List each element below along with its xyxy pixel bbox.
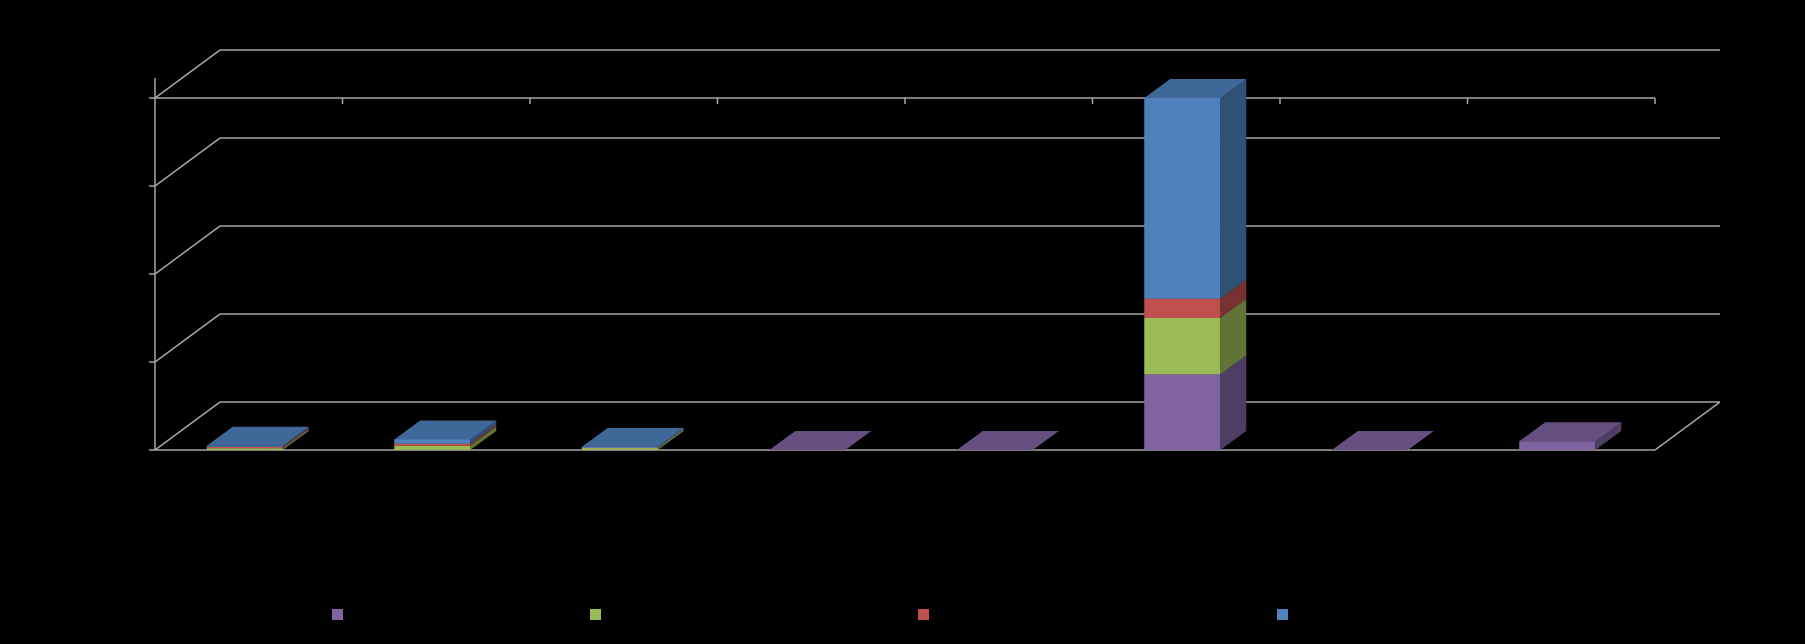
gridline-depth (154, 137, 221, 187)
gridline-depth (154, 49, 221, 99)
bar-stack (206, 426, 309, 450)
bar-segment-side (1220, 299, 1247, 375)
bar-segment-front (394, 445, 471, 450)
bar-top-cap (394, 420, 497, 440)
bar-segment-side (1220, 355, 1247, 450)
bar-segment-front (581, 447, 658, 450)
bar-top-cap (1519, 422, 1622, 442)
bar-top-cap (1331, 431, 1434, 450)
bar-segment-front (206, 445, 283, 447)
bar-stack (769, 431, 872, 450)
bar-segment-front (1144, 98, 1221, 299)
bar-stack (1519, 422, 1622, 450)
bar-stack (1331, 431, 1434, 450)
legend-marker (1277, 609, 1288, 620)
bar-segment-side (1220, 279, 1247, 318)
legend-marker (918, 609, 929, 620)
bar-segment-side (470, 424, 497, 446)
bar-segment-front (1519, 441, 1596, 450)
legend (332, 609, 1288, 620)
gridline-depth (154, 225, 221, 275)
bar-segment-side (657, 427, 684, 448)
bar-segment-front (206, 446, 283, 449)
legend-marker (332, 609, 343, 620)
bar-segment-front (394, 443, 471, 446)
bar-segment-front (394, 439, 471, 444)
gridline-depth (154, 313, 221, 363)
bar-top-cap (581, 427, 684, 447)
bar-stack (1144, 79, 1247, 450)
bar-top-cap (206, 426, 309, 446)
bar-top-cap (1144, 79, 1247, 98)
legend-marker (590, 609, 601, 620)
bar-segment-front (1144, 318, 1221, 375)
bar-top-cap (956, 431, 1059, 450)
bar-stack (956, 431, 1059, 450)
bar-segment-side (1220, 79, 1247, 299)
bar-segment-side (470, 420, 497, 444)
bar-segment-front (581, 446, 658, 448)
bar-segment-side (282, 426, 309, 447)
chart-walls (149, 49, 1721, 451)
floor-side-edge (1654, 401, 1721, 451)
bar-stack (581, 427, 684, 450)
bar-stack (394, 420, 497, 450)
gridline-depth (154, 401, 221, 451)
bar-top-cap (769, 431, 872, 450)
bars-group (206, 79, 1622, 450)
bar-segment-side (282, 429, 309, 450)
bar-segment-front (206, 448, 283, 450)
bar-segment-side (657, 428, 684, 450)
bar-segment-side (282, 427, 309, 449)
bar-segment-side (1595, 422, 1622, 450)
bar-segment-side (470, 426, 497, 450)
bar-segment-front (1144, 298, 1221, 318)
bar-segment-front (1144, 374, 1221, 450)
